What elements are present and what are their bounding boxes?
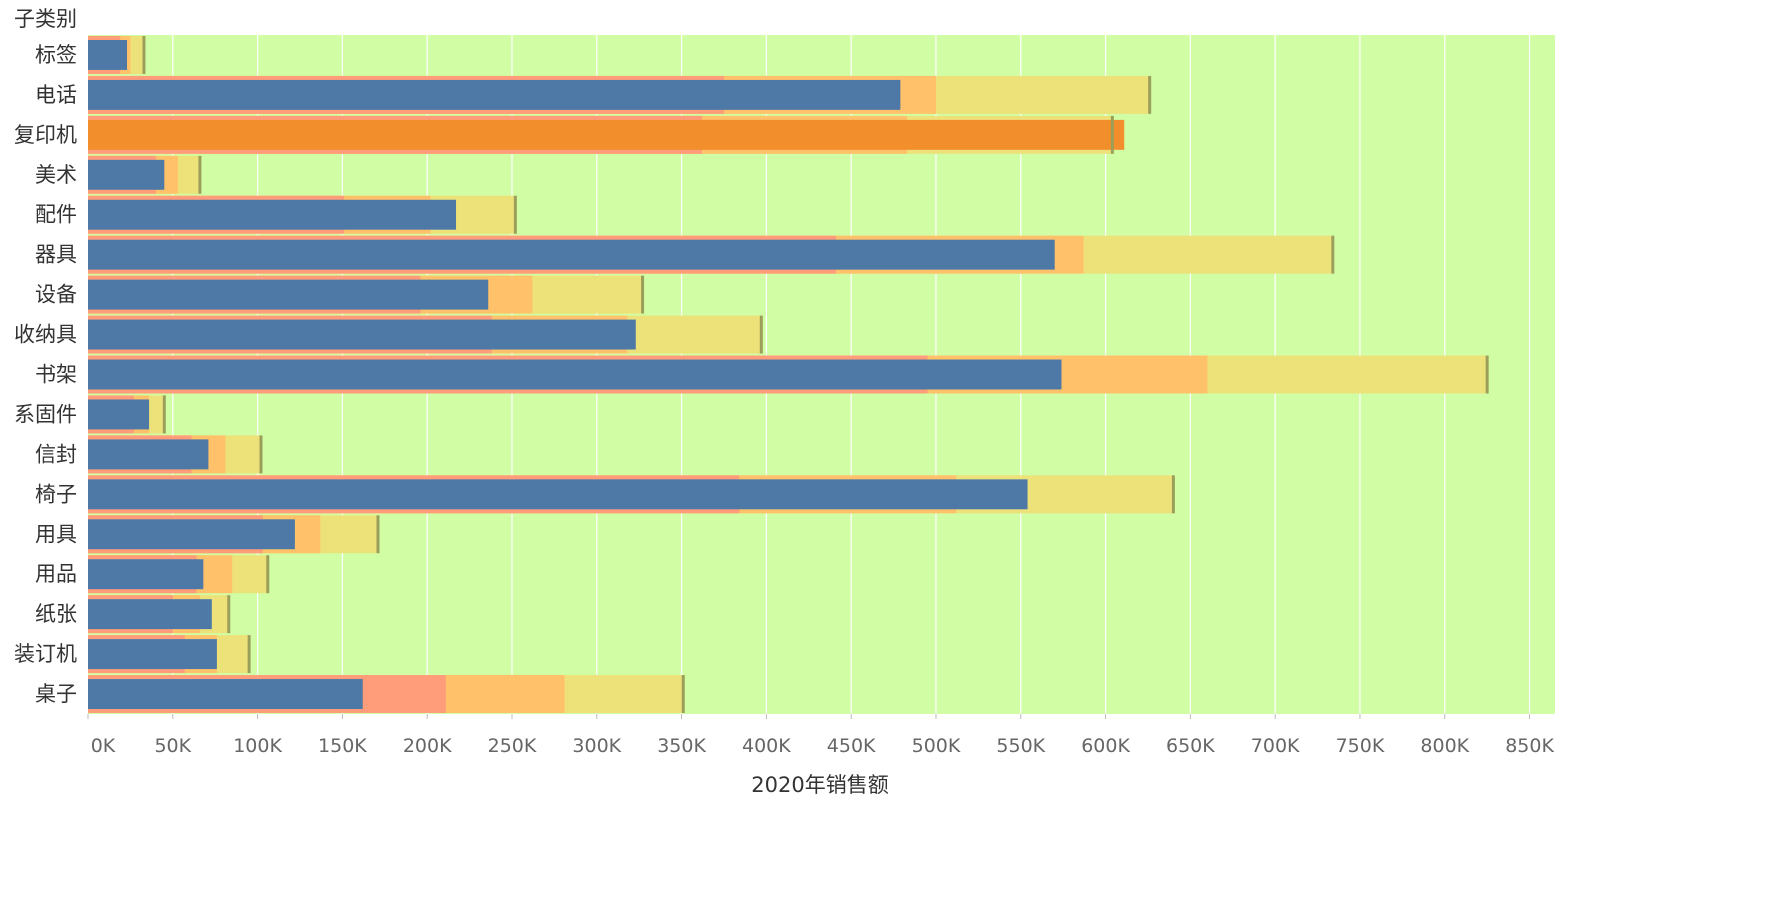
category-row bbox=[88, 75, 1152, 114]
value-bar bbox=[88, 479, 1028, 510]
value-bar bbox=[88, 359, 1062, 390]
value-bar bbox=[88, 439, 209, 470]
value-bar bbox=[88, 519, 295, 550]
value-bar bbox=[88, 679, 363, 709]
category-label: 纸张 bbox=[35, 602, 77, 626]
x-tick-label: 750K bbox=[1336, 735, 1385, 757]
category-label: 复印机 bbox=[14, 123, 77, 147]
category-row bbox=[88, 155, 202, 194]
value-bar bbox=[88, 239, 1055, 270]
category-label: 桌子 bbox=[35, 682, 77, 706]
category-row bbox=[88, 555, 270, 594]
value-bar bbox=[88, 319, 636, 350]
value-bar bbox=[88, 559, 204, 590]
category-label: 标签 bbox=[35, 43, 77, 67]
category-row bbox=[88, 675, 685, 713]
category-label: 装订机 bbox=[14, 642, 77, 666]
category-label: 器具 bbox=[35, 243, 77, 267]
category-row bbox=[88, 115, 1125, 154]
category-row bbox=[88, 515, 380, 554]
category-row bbox=[88, 475, 1175, 514]
x-tick-label: 800K bbox=[1420, 735, 1469, 757]
category-row bbox=[88, 315, 763, 354]
category-label: 书架 bbox=[35, 363, 77, 387]
category-row bbox=[88, 195, 517, 234]
x-tick-label: 700K bbox=[1251, 735, 1300, 757]
x-tick-label: 50K bbox=[154, 735, 191, 757]
category-row bbox=[88, 395, 166, 434]
category-row bbox=[88, 275, 645, 314]
value-bar bbox=[88, 199, 457, 230]
y-axis-title: 子类别 bbox=[14, 7, 77, 31]
x-tick-label: 0K bbox=[91, 735, 116, 757]
category-row bbox=[88, 36, 146, 74]
category-label: 椅子 bbox=[35, 482, 77, 506]
x-tick-label: 250K bbox=[488, 735, 537, 757]
category-row bbox=[88, 355, 1489, 394]
category-row bbox=[88, 635, 251, 674]
value-bar bbox=[88, 119, 1125, 150]
x-tick-label: 450K bbox=[827, 735, 876, 757]
x-tick-label: 550K bbox=[996, 735, 1045, 757]
x-tick-label: 600K bbox=[1081, 735, 1130, 757]
x-tick-label: 100K bbox=[233, 735, 282, 757]
category-label: 系固件 bbox=[14, 402, 77, 426]
x-axis-title: 2020年销售额 bbox=[751, 773, 888, 797]
category-label: 电话 bbox=[35, 83, 77, 107]
category-label: 收纳具 bbox=[14, 323, 77, 347]
x-tick-label: 200K bbox=[403, 735, 452, 757]
category-label: 设备 bbox=[35, 283, 77, 307]
x-tick-label: 300K bbox=[572, 735, 621, 757]
category-label: 信封 bbox=[35, 442, 77, 466]
category-label: 用品 bbox=[35, 562, 77, 586]
value-bar bbox=[88, 279, 489, 310]
value-bar bbox=[88, 79, 901, 110]
category-row bbox=[88, 435, 263, 474]
value-bar bbox=[88, 599, 212, 630]
category-row bbox=[88, 595, 231, 634]
x-tick-label: 350K bbox=[657, 735, 706, 757]
x-tick-label: 850K bbox=[1505, 735, 1554, 757]
x-tick-label: 500K bbox=[912, 735, 961, 757]
category-label: 美术 bbox=[35, 163, 77, 187]
category-label: 用具 bbox=[35, 522, 77, 546]
value-bar bbox=[88, 639, 217, 670]
value-bar bbox=[88, 40, 128, 70]
x-tick-label: 400K bbox=[742, 735, 791, 757]
x-tick-label: 150K bbox=[318, 735, 367, 757]
plot-area bbox=[88, 35, 1555, 714]
value-bar bbox=[88, 399, 150, 430]
category-label: 配件 bbox=[35, 203, 77, 227]
category-row bbox=[88, 235, 1335, 274]
x-tick-label: 650K bbox=[1166, 735, 1215, 757]
value-bar bbox=[88, 159, 165, 190]
